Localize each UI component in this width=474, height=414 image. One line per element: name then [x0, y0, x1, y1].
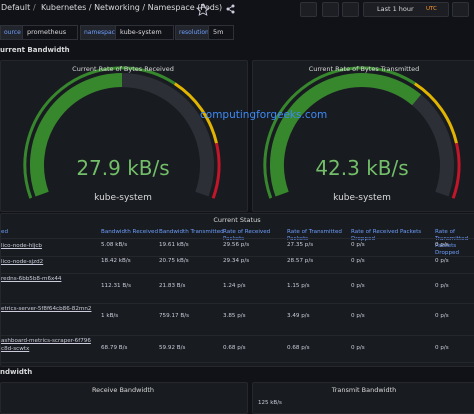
- pod-link[interactable]: lico-node-sjzd2: [1, 259, 44, 265]
- table-cell: 0 p/s: [351, 313, 365, 319]
- table-cell: 5.08 kB/s: [101, 242, 128, 248]
- table-cell: 0 p/s: [351, 283, 365, 289]
- graph-panel: [252, 382, 474, 414]
- watermark: computingforgeeks.com: [200, 109, 328, 121]
- row-separator: [0, 335, 474, 336]
- table-cell: 1 kB/s: [101, 313, 119, 319]
- table-cell: 29.34 p/s: [223, 258, 250, 264]
- row-separator: [0, 238, 474, 239]
- table-cell: 759.17 B/s: [159, 313, 189, 319]
- panel-title: Receive Bandwidth: [91, 386, 155, 394]
- table-cell: 28.57 p/s: [287, 258, 314, 264]
- column-header[interactable]: Bandwidth Received: [101, 229, 159, 235]
- row-separator: [0, 256, 474, 257]
- table-cell: 29.56 p/s: [223, 242, 250, 248]
- table-cell: 0 p/s: [435, 345, 449, 351]
- row-header[interactable]: ndwidth: [0, 368, 33, 376]
- row-separator: [0, 303, 474, 304]
- table-cell: 59.92 B/s: [159, 345, 186, 351]
- variable-dropdown[interactable]: kube-system: [115, 25, 174, 40]
- table-cell: 1.15 p/s: [287, 283, 310, 289]
- table-cell: 0 p/s: [435, 242, 449, 248]
- panel-title: Current Status: [213, 216, 261, 224]
- pod-link[interactable]: lico-node-hljcb: [1, 243, 42, 249]
- gauges: [23, 66, 461, 199]
- table-cell: 19.61 kB/s: [159, 242, 189, 248]
- table-cell: 0 p/s: [435, 258, 449, 264]
- table-cell: 112.31 B/s: [101, 283, 131, 289]
- panel-title: Transmit Bandwidth: [331, 386, 397, 394]
- settings-button[interactable]: [342, 2, 359, 17]
- table-cell: 21.83 B/s: [159, 283, 186, 289]
- panel-title: Current Rate of Bytes Received: [72, 65, 174, 73]
- save-button[interactable]: [322, 2, 339, 17]
- table-cell: 1.24 p/s: [223, 283, 246, 289]
- table-cell: 3.49 p/s: [287, 313, 310, 319]
- title-icons[interactable]: [196, 2, 242, 16]
- gauge-label: kube-system: [333, 193, 391, 203]
- column-header[interactable]: Rate of Transmitted Packets: [287, 229, 342, 242]
- table-cell: 0 p/s: [435, 313, 449, 319]
- panel-title: Current Rate of Bytes Transmitted: [308, 65, 420, 73]
- table-cell: 0.68 p/s: [287, 345, 310, 351]
- column-header[interactable]: Bandwidth Transmitted: [159, 229, 224, 235]
- table-cell: 20.75 kB/s: [159, 258, 189, 264]
- table-cell: 0 p/s: [351, 345, 365, 351]
- table-cell: 3.85 p/s: [223, 313, 246, 319]
- breadcrumb-sep: /: [33, 3, 36, 12]
- gauge-label: kube-system: [94, 193, 152, 203]
- table-cell: 0 p/s: [435, 283, 449, 289]
- table-cell: 0 p/s: [351, 242, 365, 248]
- variable-dropdown[interactable]: 5m: [208, 25, 234, 40]
- column-header[interactable]: ed: [1, 229, 8, 235]
- gauge-left: [23, 66, 221, 199]
- timezone: UTC: [426, 5, 437, 12]
- column-header[interactable]: Rate of Transmitted Packets Dropped: [435, 229, 469, 256]
- variable-dropdown[interactable]: prometheus: [22, 25, 78, 40]
- table-cell: 0.68 p/s: [223, 345, 246, 351]
- table-cell: 18.42 kB/s: [101, 258, 131, 264]
- row-header[interactable]: urrent Bandwidth: [0, 46, 70, 54]
- time-range: Last 1 hour: [377, 5, 414, 13]
- time-picker[interactable]: Last 1 hour UTC: [363, 2, 449, 17]
- pod-link[interactable]: redns-6bb5b8-m6x44: [1, 276, 62, 282]
- table-cell: 27.35 p/s: [287, 242, 314, 248]
- table-cell: 0 p/s: [351, 258, 365, 264]
- axis-label: 125 kB/s: [258, 400, 282, 406]
- column-header[interactable]: Rate of Received Packets Dropped: [351, 229, 422, 242]
- breadcrumb-title[interactable]: Kubernetes / Networking / Namespace (Pod…: [41, 3, 223, 12]
- gauge-value: 42.3 kB/s: [315, 156, 409, 180]
- pod-link[interactable]: etrics-server-5f8f64cb86-82mn2: [1, 306, 92, 312]
- row-separator: [0, 273, 474, 274]
- table-cell: 68.79 B/s: [101, 345, 128, 351]
- gauge-value: 27.9 kB/s: [76, 156, 170, 180]
- zoom-button[interactable]: [452, 2, 469, 17]
- breadcrumb-root[interactable]: Default: [1, 3, 31, 12]
- column-header[interactable]: Rate of Received Packets: [223, 229, 271, 242]
- row-separator: [0, 362, 474, 363]
- pod-link[interactable]: ashboard-metrics-scraper-6f796c8d-scwtx: [1, 338, 91, 352]
- gauge-right: [263, 66, 461, 199]
- add-panel-button[interactable]: [300, 2, 317, 17]
